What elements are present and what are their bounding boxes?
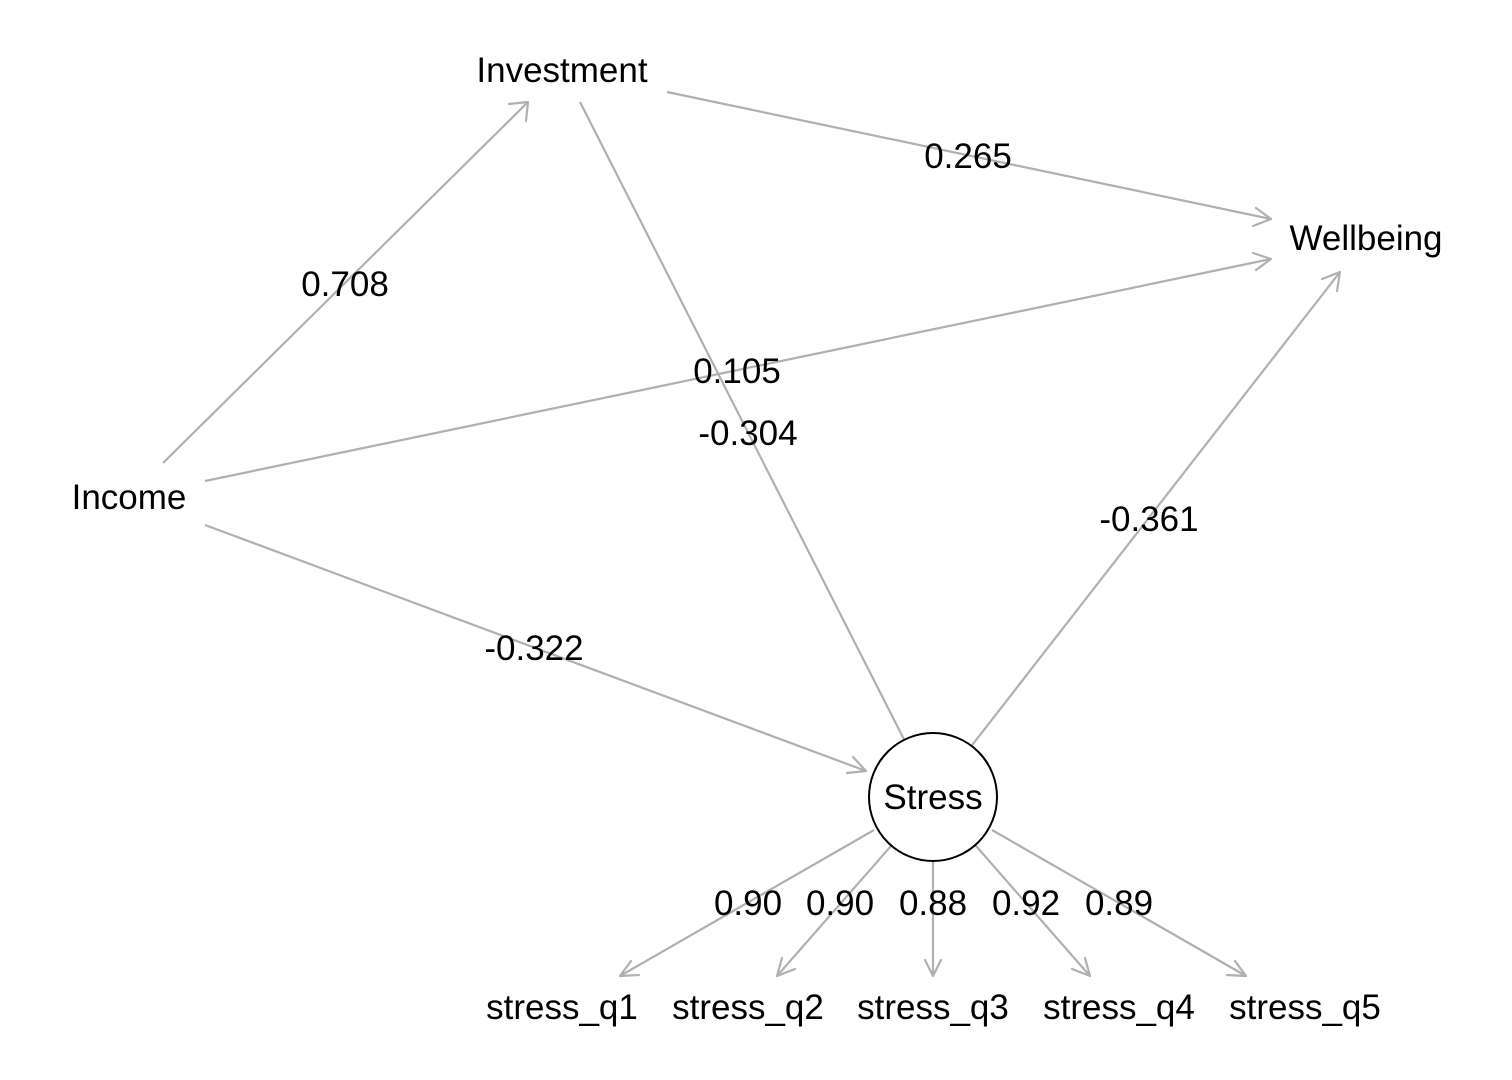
edge-stress-wellbeing bbox=[958, 270, 1342, 763]
node-stress-q4: stress_q4 bbox=[1043, 988, 1195, 1027]
coef-investment-stress: -0.304 bbox=[698, 414, 797, 453]
node-stress-q5: stress_q5 bbox=[1229, 988, 1381, 1027]
node-stress-q3: stress_q3 bbox=[857, 988, 1009, 1027]
edge-stress-q5 bbox=[991, 829, 1248, 978]
edge-stress-q1 bbox=[618, 829, 875, 978]
loading-stress-q2: 0.90 bbox=[806, 884, 874, 923]
node-investment: Investment bbox=[476, 51, 647, 90]
coef-investment-wellbeing: 0.265 bbox=[924, 137, 1012, 176]
edge-income-stress bbox=[204, 523, 868, 775]
coef-income-investment: 0.708 bbox=[301, 265, 389, 304]
loading-stress-q1: 0.90 bbox=[714, 884, 782, 923]
node-wellbeing: Wellbeing bbox=[1289, 219, 1442, 258]
node-stress-q1: stress_q1 bbox=[486, 988, 638, 1027]
edge-stress-q2 bbox=[775, 829, 906, 978]
node-stress: Stress bbox=[883, 778, 982, 817]
coef-stress-wellbeing: -0.361 bbox=[1099, 500, 1198, 539]
node-stress-q2: stress_q2 bbox=[672, 988, 824, 1027]
edge-investment-wellbeing bbox=[666, 90, 1273, 228]
node-income: Income bbox=[72, 478, 187, 517]
loading-stress-q5: 0.89 bbox=[1085, 884, 1153, 923]
edge-income-wellbeing bbox=[204, 251, 1273, 483]
edge-stress-q4 bbox=[961, 829, 1092, 978]
stress-latent-circle bbox=[868, 732, 998, 862]
loading-stress-q3: 0.88 bbox=[899, 884, 967, 923]
edge-income-investment bbox=[162, 100, 530, 464]
loading-stress-q4: 0.92 bbox=[992, 884, 1060, 923]
coef-income-stress: -0.322 bbox=[484, 629, 583, 668]
coef-income-wellbeing: 0.105 bbox=[693, 352, 781, 391]
